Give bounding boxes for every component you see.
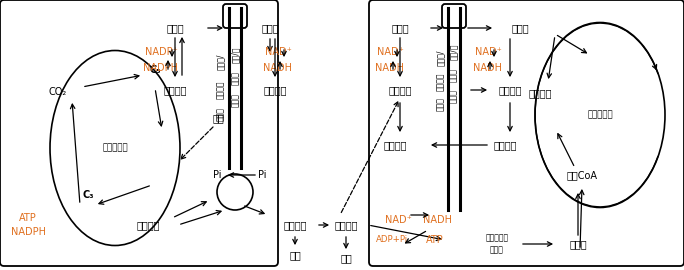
Text: 运载体: 运载体: [231, 93, 239, 107]
Text: 苹果酸/: 苹果酸/: [436, 50, 445, 66]
Text: 磷酸/苹: 磷酸/苹: [231, 47, 239, 63]
Text: 天冬氨酸: 天冬氨酸: [383, 140, 407, 150]
Text: 淀粉: 淀粉: [212, 113, 224, 123]
Text: NAD⁺: NAD⁺: [475, 47, 501, 57]
Text: 果酸转: 果酸转: [449, 68, 458, 82]
Text: NAD⁺: NAD⁺: [265, 47, 291, 57]
Text: 丙酮酸: 丙酮酸: [569, 239, 587, 249]
Text: 草酰乙酸: 草酰乙酸: [263, 85, 287, 95]
Text: 磷酸烯醇式: 磷酸烯醇式: [486, 234, 509, 242]
Text: 磷酸/苹: 磷酸/苹: [449, 44, 458, 60]
FancyBboxPatch shape: [223, 4, 247, 28]
Text: ADP+Pi: ADP+Pi: [376, 235, 408, 245]
Text: 转运体: 转运体: [215, 107, 224, 121]
Text: 苹果酸: 苹果酸: [261, 23, 279, 33]
Text: 苹果酸: 苹果酸: [391, 23, 409, 33]
Text: 蔗糖: 蔗糖: [340, 253, 352, 263]
Text: NADH: NADH: [263, 63, 293, 73]
Text: ATP: ATP: [19, 213, 37, 223]
Text: 天冬氨酸: 天冬氨酸: [493, 140, 516, 150]
Text: 丙糖磷酸: 丙糖磷酸: [334, 220, 358, 230]
Text: 草酰乙酸: 草酰乙酸: [163, 85, 187, 95]
Text: 草酰乙酸: 草酰乙酸: [498, 85, 522, 95]
Text: 丙糖磷酸: 丙糖磷酸: [136, 220, 160, 230]
Text: 草酰乙酸: 草酰乙酸: [389, 85, 412, 95]
Text: 三羧酸循环: 三羧酸循环: [587, 110, 613, 120]
Text: NADH: NADH: [376, 63, 404, 73]
Text: 草酰乙酸: 草酰乙酸: [215, 81, 224, 99]
Text: 丙糖磷酸: 丙糖磷酸: [283, 220, 306, 230]
Text: 卡尔文循环: 卡尔文循环: [102, 143, 128, 153]
Text: NADPH: NADPH: [144, 63, 179, 73]
Text: ATP: ATP: [426, 235, 444, 245]
FancyBboxPatch shape: [442, 4, 466, 28]
Text: 运载体: 运载体: [449, 89, 458, 103]
Text: NADH: NADH: [473, 63, 503, 73]
Text: NADPH: NADPH: [10, 227, 46, 237]
Text: 苹果酸/: 苹果酸/: [215, 54, 224, 70]
Text: 丙酮酸: 丙酮酸: [490, 245, 504, 255]
Text: 果酸转: 果酸转: [231, 71, 239, 85]
Text: NAD⁺: NAD⁺: [384, 215, 412, 225]
Text: 草酰乙酸: 草酰乙酸: [528, 88, 552, 98]
Text: 转运体: 转运体: [436, 97, 445, 111]
Text: C₅: C₅: [149, 65, 161, 75]
Text: Pi: Pi: [258, 170, 266, 180]
Text: C₃: C₃: [82, 190, 94, 200]
Text: 蔗糖: 蔗糖: [289, 250, 301, 260]
Text: 乙酰CoA: 乙酰CoA: [566, 170, 598, 180]
Text: NADH: NADH: [423, 215, 453, 225]
Text: 苹果酸: 苹果酸: [511, 23, 529, 33]
Text: Pi: Pi: [213, 170, 221, 180]
Text: NADP⁺: NADP⁺: [144, 47, 177, 57]
Text: 苹果酸: 苹果酸: [166, 23, 184, 33]
Text: NAD⁺: NAD⁺: [377, 47, 404, 57]
Text: 草酰乙酸: 草酰乙酸: [436, 73, 445, 91]
Text: CO₂: CO₂: [49, 87, 67, 97]
